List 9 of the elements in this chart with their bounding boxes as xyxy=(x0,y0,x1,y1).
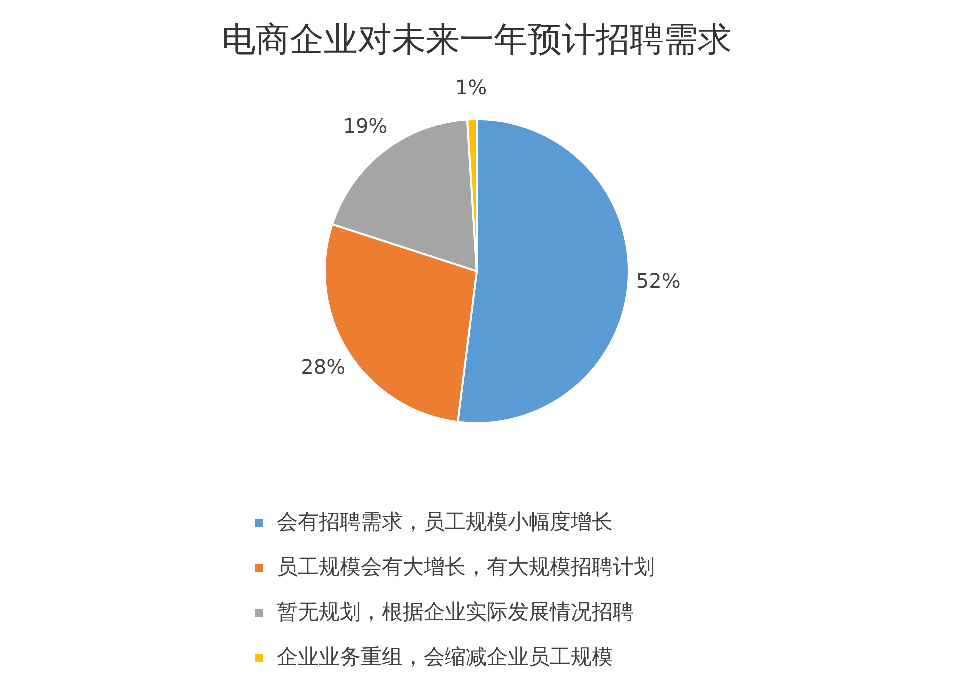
legend-label: 企业业务重组，会缩减企业员工规模 xyxy=(277,644,613,671)
data-label: 52% xyxy=(636,269,681,294)
legend-label: 暂无规划，根据企业实际发展情况招聘 xyxy=(277,599,634,626)
legend-label: 会有招聘需求，员工规模小幅度增长 xyxy=(277,509,613,536)
data-label: 19% xyxy=(343,114,388,138)
chart-title: 电商企业对未来一年预计招聘需求 xyxy=(222,20,732,60)
data-label: 28% xyxy=(301,355,346,380)
legend-label: 员工规模会有大增长，有大规模招聘计划 xyxy=(277,554,655,581)
data-label: 1% xyxy=(455,76,488,100)
